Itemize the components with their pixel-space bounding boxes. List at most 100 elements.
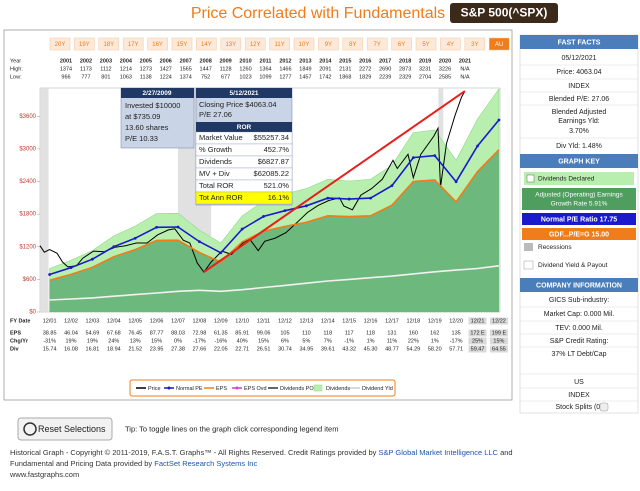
fundamentals-cell: 22.05 [214,346,228,352]
estimate-cell [489,337,508,345]
fundamentals-cell: 54.69 [86,330,100,336]
fundamentals-cell: -31% [43,338,56,344]
range-button[interactable] [464,37,486,51]
legend-swatch[interactable] [313,384,323,392]
sidebar-text: Earnings Yld: [558,118,600,125]
year-table-cell: 677 [221,74,230,80]
sidebar-text: Price: 4063.04 [556,69,601,76]
legend-label[interactable]: Dividends POR [280,386,318,392]
range-label: 5Y [422,42,429,48]
range-label: 10Y [299,42,310,48]
line [49,265,500,301]
key-dividends[interactable] [524,172,634,185]
legend-label[interactable]: Price [148,386,161,392]
footer-link[interactable]: www.fastgraphs.com [10,470,80,479]
range-button[interactable] [244,37,266,51]
range-button[interactable] [122,37,144,51]
page-title: Price Correlated with Fundamentals [191,5,445,22]
fundamentals-cell: -16% [214,338,227,344]
year-table-cell: 2239 [379,74,391,80]
year-table-cell: 1112 [100,66,111,72]
fundamentals-cell: 72.98 [193,330,207,336]
ror-value: 521.0% [264,181,290,190]
area-fill [49,149,499,312]
fundamentals-cell: 40% [237,338,248,344]
annotation-text: P/E 10.33 [125,134,158,143]
year-table-cell: 2005 [140,58,152,64]
sidebar-header [520,278,638,292]
legend-label[interactable]: EPS Ovd [244,386,267,392]
year-table-cell: 2010 [239,58,251,64]
range-button[interactable] [293,37,315,51]
range-label: 9Y [325,42,332,48]
year-table-cell: 801 [101,74,110,80]
fundamentals-cell: 12/01 [43,318,57,324]
key-normal-pe[interactable] [522,213,636,225]
year-table-cell: 2091 [319,66,331,72]
range-button[interactable] [440,37,461,51]
range-button[interactable] [49,37,71,51]
key-label: Dividends Declared [538,176,595,183]
range-button[interactable] [98,37,120,51]
year-table-cell: 2329 [399,74,411,80]
fundamentals-cell: 22.71 [235,346,249,352]
legend-dot[interactable] [167,386,171,390]
key-earnings[interactable] [522,188,636,210]
range-button[interactable] [342,37,364,51]
fundamentals-cell: 30.74 [278,346,292,352]
trend-line [203,90,466,273]
year-table-cell: N/A [460,74,470,80]
fundamentals-cell: 46.04 [64,330,78,336]
reset-button[interactable] [17,417,113,441]
sidebar-text: GDF...P/E=G 15.00 [549,231,609,238]
range-label: 20Y [55,42,66,48]
year-table-cell: 1099 [259,74,271,80]
ror-label: Market Value [199,133,243,142]
fundamentals-cell: 105 [280,330,289,336]
fundamentals-cell: 43.32 [342,346,356,352]
key-recessions[interactable] [524,243,533,251]
range-button[interactable] [74,37,95,51]
range-button[interactable] [391,37,412,51]
legend-dot[interactable] [235,386,239,390]
year-table-cell: 1447 [200,66,212,72]
estimate-cell [468,337,487,345]
y-tick-label: $3000 [19,146,36,152]
year-table-cell: 1277 [279,74,291,80]
fundamentals-cell: 27.66 [193,346,207,352]
range-button[interactable] [488,37,510,51]
sidebar-text: Market Cap: 0.000 Mil. [544,311,614,318]
legend-label[interactable]: Dividend Yld [362,386,393,392]
range-button[interactable] [415,37,437,51]
range-button[interactable] [366,37,388,51]
key-check[interactable] [526,174,535,183]
range-button[interactable] [220,37,242,51]
range-button[interactable] [318,37,339,51]
year-table-cell: 2006 [160,58,172,64]
range-button[interactable] [171,37,193,51]
fundamentals-cell: 15.74 [43,346,57,352]
key-yield[interactable] [523,260,534,270]
key-gdf[interactable] [522,228,636,240]
legend-label[interactable]: EPS [216,386,227,392]
ror-label: % Growth [199,145,232,154]
year-table-cell: 1128 [220,66,232,72]
range-button[interactable] [147,37,168,51]
footer-link[interactable]: S&P Global Market Intelligence LLC [378,448,498,457]
annotation-header [196,88,292,98]
reset-icon [23,422,37,436]
range-button[interactable] [196,37,217,51]
sidebar-text: 3.70% [569,128,589,135]
splits-info[interactable] [599,402,609,412]
footer-link[interactable]: FactSet Research Systems Inc [154,459,258,468]
legend-label[interactable]: Normal PE [176,386,203,392]
point [326,196,330,200]
year-table-cell: 2704 [419,74,431,80]
fundamentals-cell: 15% [493,338,504,344]
legend-label[interactable]: Dividends [326,386,350,392]
fundamentals-cell: 67.68 [107,330,121,336]
range-button[interactable] [269,37,290,51]
year-table-cell: 1224 [160,74,172,80]
legend-box [129,379,396,397]
